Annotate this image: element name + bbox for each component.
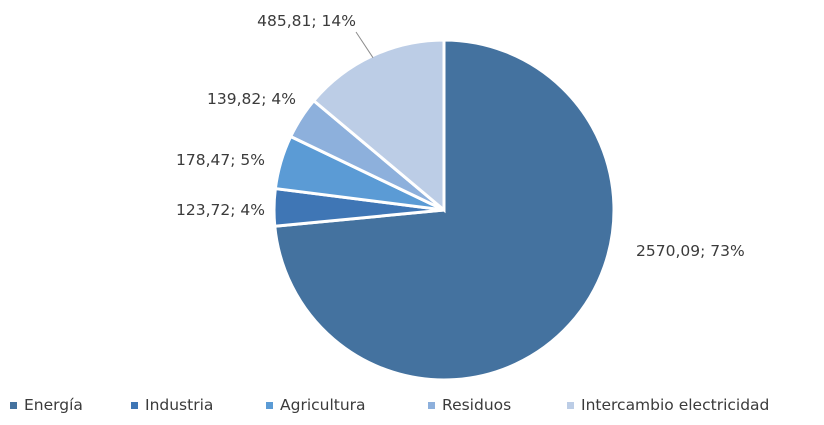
legend-marker-industria — [131, 402, 138, 409]
data-label-industria: 123,72; 4% — [176, 201, 265, 219]
legend-marker-energia — [10, 402, 17, 409]
legend-label-agricultura: Agricultura — [280, 396, 366, 414]
leader-line-intercambio-electricidad — [356, 32, 373, 58]
legend-item-energia: Energía — [10, 396, 83, 414]
legend-marker-residuos — [428, 402, 435, 409]
legend-marker-agricultura — [266, 402, 273, 409]
legend: Energía Industria Agricultura Residuos Inter… — [10, 396, 769, 414]
legend-item-residuos: Residuos — [428, 396, 511, 414]
pie-slices — [274, 40, 614, 380]
legend-item-intercambio-electricidad: Intercambio electricidad — [567, 396, 769, 414]
leader-lines — [356, 32, 373, 58]
legend-item-agricultura: Agricultura — [266, 396, 366, 414]
data-label-intercambio-electricidad: 485,81; 14% — [257, 12, 356, 30]
legend-marker-intercambio-electricidad — [567, 402, 574, 409]
data-label-residuos: 139,82; 4% — [207, 90, 296, 108]
legend-item-industria: Industria — [131, 396, 213, 414]
legend-label-intercambio-electricidad: Intercambio electricidad — [581, 396, 769, 414]
legend-label-industria: Industria — [145, 396, 213, 414]
legend-label-energia: Energía — [24, 396, 83, 414]
data-label-energia: 2570,09; 73% — [636, 242, 745, 260]
legend-label-residuos: Residuos — [442, 396, 511, 414]
data-label-agricultura: 178,47; 5% — [176, 151, 265, 169]
